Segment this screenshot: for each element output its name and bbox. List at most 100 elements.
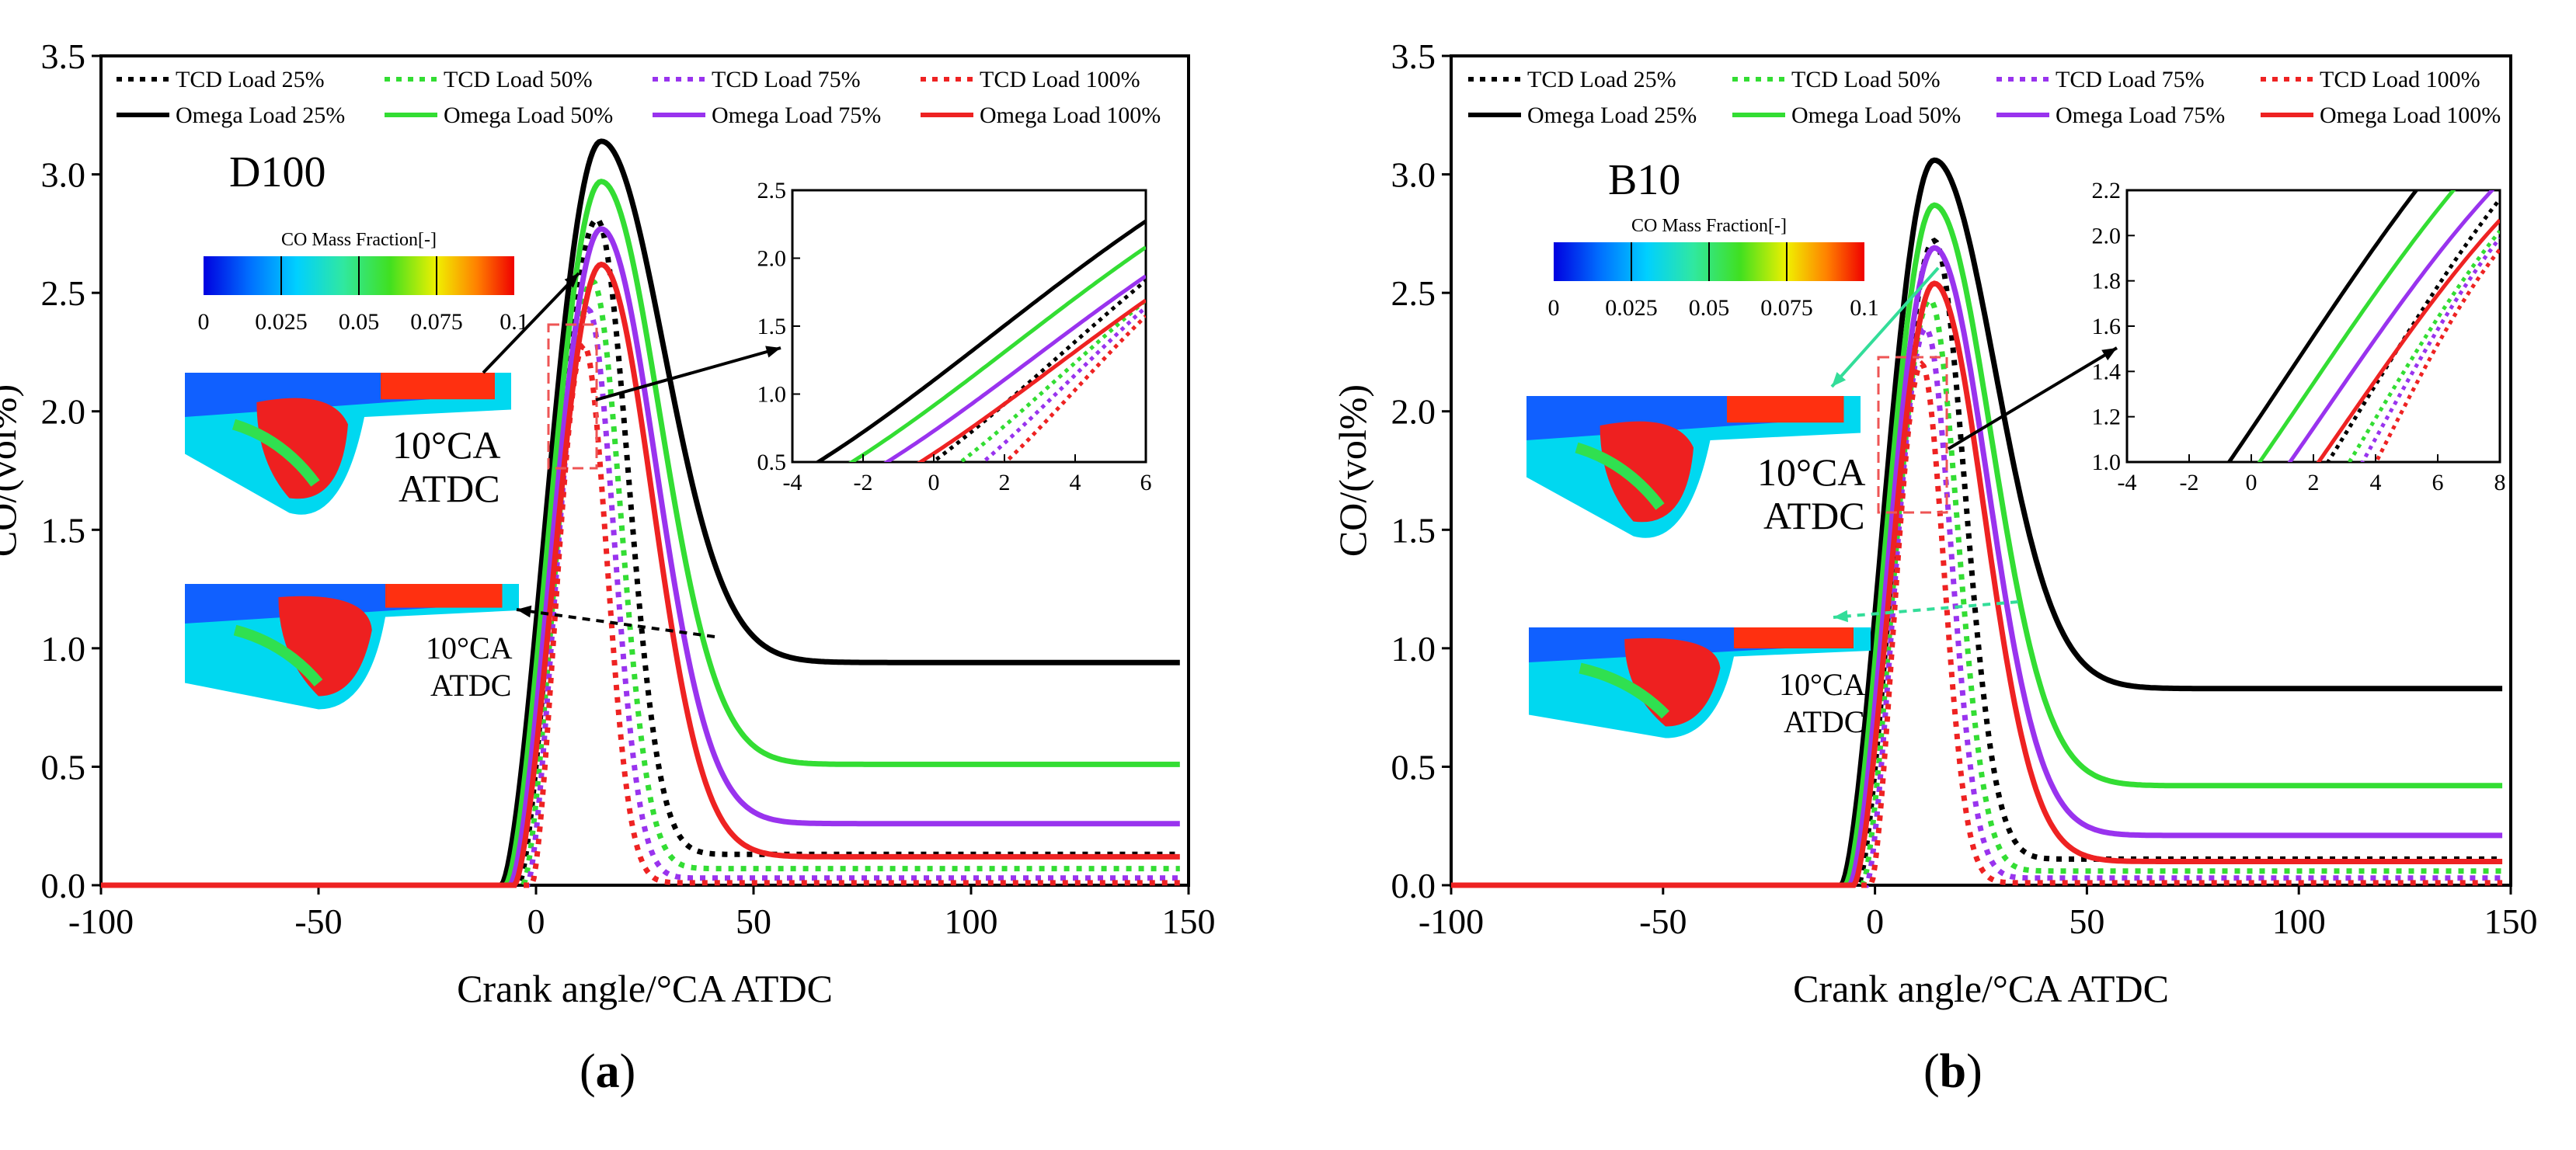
inset-y-tick-label: 2.0 <box>2092 223 2122 248</box>
colorbar-title: CO Mass Fraction[-] <box>281 230 437 250</box>
legend-label: Omega Load 75% <box>2056 102 2225 128</box>
caption-b: (b) <box>1923 1045 1982 1098</box>
inset-line <box>814 219 1146 462</box>
caption-a-letter: a <box>595 1045 620 1098</box>
plot-frame <box>99 54 1190 887</box>
inset-x-tick-label: 4 <box>1070 470 1081 495</box>
caption-b-letter: b <box>1939 1045 1967 1098</box>
legend-label: TCD Load 50% <box>1791 67 1941 92</box>
x-tick-label: 50 <box>2069 902 2104 941</box>
annotation-arrowhead <box>564 273 579 288</box>
y-tick-label: 3.0 <box>41 155 86 195</box>
y-axis-label: CO/(vol%) <box>0 384 24 557</box>
legend-label: Omega Load 75% <box>712 102 881 128</box>
inset-line <box>957 298 1146 462</box>
contour-low-zone <box>185 373 430 417</box>
y-tick-label: 0.0 <box>1391 866 1436 905</box>
series-line-tcd-load-100- <box>101 341 1180 888</box>
x-axis-label: Crank angle/°CA ATDC <box>457 967 833 1010</box>
y-tick-label: 0.0 <box>41 866 86 905</box>
y-tick-label: 1.5 <box>41 510 86 550</box>
contour-exit-zone <box>385 584 503 608</box>
y-tick-label: 2.0 <box>1391 392 1436 432</box>
y-tick-label: 0.5 <box>1391 747 1436 787</box>
annotation-arrow <box>1833 600 2019 619</box>
series-line-tcd-load-75- <box>101 306 1180 888</box>
contour-label-lower-line2: ATDC <box>1784 704 1864 739</box>
legend-label: TCD Load 50% <box>444 67 593 92</box>
inset-x-tick-label: -2 <box>854 470 873 495</box>
legend-label: Omega Load 100% <box>980 102 1161 128</box>
colorbar-tick-label: 0.025 <box>1605 295 1658 321</box>
contour-low-zone <box>1526 396 1777 440</box>
caption-a: (a) <box>580 1045 636 1098</box>
x-tick-label: -50 <box>294 902 342 941</box>
colorbar-title: CO Mass Fraction[-] <box>1631 216 1787 236</box>
annotation-arrow <box>516 608 715 638</box>
contour-exit-zone <box>1727 396 1844 423</box>
inset-series <box>814 219 1146 462</box>
y-tick-label: 2.0 <box>41 392 86 432</box>
y-axis-label: CO/(vol%) <box>1331 384 1374 557</box>
annotation-arrowhead <box>517 605 532 618</box>
legend-label: TCD Load 25% <box>1527 67 1676 92</box>
annotation-arrow <box>482 272 580 374</box>
inset-line <box>980 305 1146 462</box>
inset-y-tick-label: 1.0 <box>2092 450 2122 475</box>
inset-x-tick-label: 0 <box>2246 470 2257 495</box>
y-tick-label: 0.5 <box>41 747 86 787</box>
x-tick-label: 100 <box>945 902 998 941</box>
x-tick-label: 150 <box>1162 902 1216 941</box>
inset-y-tick-label: 2.2 <box>2092 178 2122 203</box>
inset-line <box>2325 197 2500 462</box>
contour-label-lower-line1: 10°CA <box>426 631 513 665</box>
annotation-arrowhead <box>1832 372 1847 387</box>
annotation-arrow <box>1947 346 2118 450</box>
inset-x-tick-label: 8 <box>2494 470 2506 495</box>
y-tick-label: 3.5 <box>1391 36 1436 76</box>
inset-line <box>2287 190 2495 462</box>
contour-mid-band <box>231 419 320 487</box>
contour-mid-band <box>233 624 323 687</box>
zoom-region-box <box>1877 356 1948 514</box>
contour-label-upper-line1: 10°CA <box>1757 450 1865 494</box>
inset-line <box>2226 190 2419 462</box>
inset-y-tick-label: 1.4 <box>2092 359 2122 384</box>
contour-exit-zone <box>1734 627 1854 648</box>
legend-label: Omega Load 50% <box>444 102 613 128</box>
inset-y-tick-label: 1.2 <box>2092 405 2122 430</box>
y-tick-label: 1.0 <box>41 629 86 669</box>
contour-label-lower-line2: ATDC <box>430 668 511 703</box>
x-axis-label: Crank angle/°CA ATDC <box>1793 967 2169 1010</box>
legend-label: TCD Load 100% <box>2320 67 2480 92</box>
inset-y-tick-label: 2.0 <box>757 246 787 272</box>
fuel-annotation: D100 <box>229 148 325 196</box>
y-tick-label: 3.0 <box>1391 155 1436 195</box>
fuel-annotation: B10 <box>1608 156 1680 204</box>
legend-label: Omega Load 25% <box>1527 102 1697 128</box>
colorbar-tick-label: 0 <box>198 309 210 335</box>
y-tick-label: 1.0 <box>1391 629 1436 669</box>
annotation-arrow <box>595 346 782 401</box>
inset-x-tick-label: -4 <box>2118 470 2137 495</box>
inset-y-tick-label: 2.5 <box>757 178 787 203</box>
y-tick-label: 2.5 <box>1391 273 1436 313</box>
x-tick-label: -100 <box>68 902 134 941</box>
legend-label: TCD Load 75% <box>2056 67 2205 92</box>
inset-line <box>848 245 1146 462</box>
y-tick-label: 3.5 <box>41 36 86 76</box>
inset-frame <box>2125 189 2501 464</box>
colorbar-tick-label: 0.075 <box>410 309 463 335</box>
annotation-arrowhead <box>765 346 781 358</box>
contour-label-upper-line1: 10°CA <box>392 423 500 467</box>
annotation-arrowhead <box>2101 348 2117 361</box>
inset-line <box>883 274 1146 462</box>
contour-label-lower-line1: 10°CA <box>1779 667 1866 702</box>
contour-label-upper-line2: ATDC <box>1763 494 1865 537</box>
x-tick-label: 0 <box>1866 902 1884 941</box>
colorbar-tick-label: 0.05 <box>1689 295 1730 321</box>
inset-x-tick-label: 2 <box>2308 470 2320 495</box>
inset-line <box>2316 218 2500 462</box>
colorbar-tick-label: 0 <box>1548 295 1560 321</box>
